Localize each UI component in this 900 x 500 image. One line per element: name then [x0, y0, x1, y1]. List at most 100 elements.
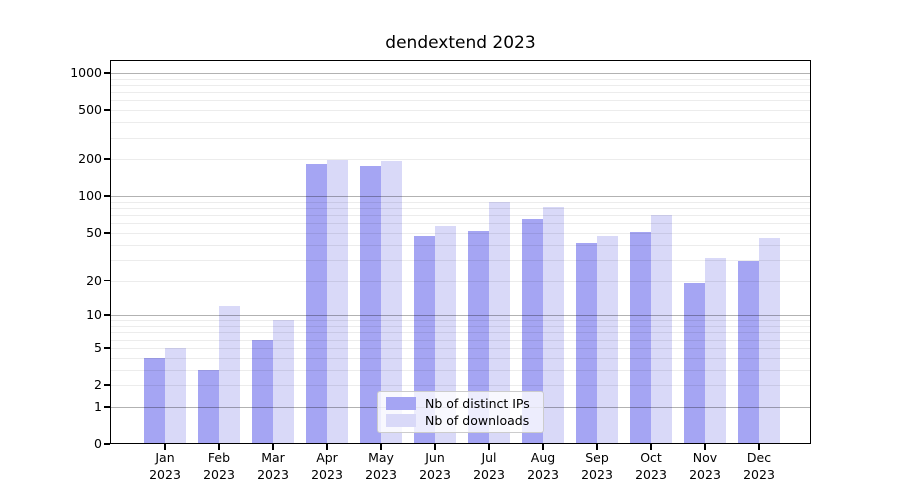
- legend-swatch-distinct-ips-icon: [386, 397, 416, 411]
- x-tick: [326, 444, 328, 450]
- bar-downloads: [651, 215, 672, 444]
- bar-distinct-ips: [144, 357, 165, 444]
- minor-gridline: [110, 320, 811, 322]
- bar-downloads: [273, 320, 294, 444]
- minor-gridline: [110, 357, 811, 359]
- y-tick-label: 1: [94, 398, 102, 414]
- x-tick-label: Mar 2023: [257, 450, 289, 482]
- x-tick-label: Sep 2023: [581, 450, 613, 482]
- minor-gridline: [110, 385, 811, 386]
- y-tick: [104, 232, 110, 234]
- minor-gridline: [110, 215, 811, 217]
- chart-title: dendextend 2023: [385, 33, 536, 53]
- minor-gridline: [110, 244, 811, 246]
- y-tick-label: 5: [94, 339, 102, 355]
- bar-distinct-ips: [360, 166, 381, 444]
- y-tick-label: 2: [94, 377, 102, 392]
- x-tick-label: Dec 2023: [743, 450, 775, 482]
- x-tick-label: Feb 2023: [203, 450, 235, 482]
- minor-gridline: [110, 208, 811, 210]
- major-gridline: [110, 315, 811, 317]
- legend-swatch-downloads-icon: [386, 413, 416, 427]
- major-gridline: [110, 72, 811, 74]
- x-tick-label: Jan 2023: [149, 450, 181, 482]
- minor-gridline: [110, 78, 811, 80]
- x-tick-label: Aug 2023: [527, 450, 559, 482]
- x-tick: [650, 444, 652, 450]
- plot-area: [110, 60, 811, 444]
- y-tick: [104, 195, 110, 197]
- y-tick: [104, 384, 110, 386]
- bar-distinct-ips: [684, 283, 705, 444]
- y-tick-label: 50: [86, 224, 102, 240]
- y-tick: [104, 405, 110, 408]
- legend-label-downloads: Nb of downloads: [425, 412, 530, 428]
- legend: Nb of distinct IPs Nb of downloads: [377, 391, 544, 433]
- y-tick: [104, 443, 110, 445]
- minor-gridline: [110, 339, 811, 341]
- x-tick: [596, 444, 598, 450]
- legend-item-distinct-ips: Nb of distinct IPs: [386, 396, 535, 411]
- legend-label-distinct-ips: Nb of distinct IPs: [425, 396, 530, 412]
- minor-gridline: [110, 259, 811, 261]
- minor-gridline: [110, 332, 811, 334]
- bar-downloads: [759, 238, 780, 444]
- y-tick-label: 10: [86, 307, 102, 323]
- bar-distinct-ips: [738, 261, 759, 444]
- minor-gridline: [110, 347, 811, 349]
- y-tick: [104, 279, 110, 282]
- x-tick: [380, 444, 382, 450]
- y-tick-label: 1000: [70, 64, 102, 80]
- minor-gridline: [110, 201, 811, 203]
- y-tick-label: 0: [94, 436, 102, 451]
- minor-gridline: [110, 100, 811, 102]
- x-tick: [758, 444, 760, 450]
- bar-downloads: [165, 347, 186, 444]
- y-tick-label: 20: [86, 272, 102, 288]
- y-tick: [104, 72, 110, 74]
- x-tick: [434, 444, 436, 450]
- x-tick: [218, 444, 220, 450]
- bar-downloads: [489, 201, 510, 444]
- minor-gridline: [110, 137, 811, 139]
- x-tick-label: Oct 2023: [635, 450, 667, 482]
- minor-gridline: [110, 369, 811, 371]
- bar-distinct-ips: [576, 243, 597, 444]
- y-tick: [104, 314, 110, 317]
- minor-gridline: [110, 223, 811, 225]
- legend-item-downloads: Nb of downloads: [386, 413, 535, 428]
- minor-gridline: [110, 122, 811, 124]
- minor-gridline: [110, 326, 811, 327]
- y-tick-label: 100: [78, 188, 102, 204]
- y-tick-label: 500: [78, 102, 102, 118]
- y-tick: [104, 346, 110, 349]
- bar-distinct-ips: [306, 164, 327, 444]
- bar-downloads: [435, 225, 456, 444]
- x-tick: [164, 444, 166, 450]
- minor-gridline: [110, 92, 811, 94]
- minor-gridline: [110, 280, 811, 282]
- minor-gridline: [110, 232, 811, 234]
- x-tick: [488, 444, 490, 450]
- bar-distinct-ips: [252, 339, 273, 444]
- x-tick-label: Apr 2023: [311, 450, 343, 482]
- bar-distinct-ips: [198, 369, 219, 444]
- x-tick-label: Jun 2023: [419, 450, 451, 482]
- y-tick: [104, 158, 110, 160]
- y-tick-label: 200: [78, 151, 102, 167]
- bar-downloads: [705, 257, 726, 444]
- minor-gridline: [110, 84, 811, 86]
- bar-distinct-ips: [630, 231, 651, 444]
- x-tick-label: Nov 2023: [689, 450, 721, 482]
- minor-gridline: [110, 110, 811, 112]
- minor-gridline: [110, 159, 811, 161]
- x-tick: [272, 444, 274, 450]
- x-tick-label: Jul 2023: [473, 450, 505, 482]
- bar-downloads: [219, 306, 240, 444]
- x-tick-label: May 2023: [365, 450, 397, 482]
- x-tick: [542, 444, 544, 450]
- y-tick: [104, 109, 110, 111]
- bar-downloads: [543, 207, 564, 444]
- x-tick: [704, 444, 706, 450]
